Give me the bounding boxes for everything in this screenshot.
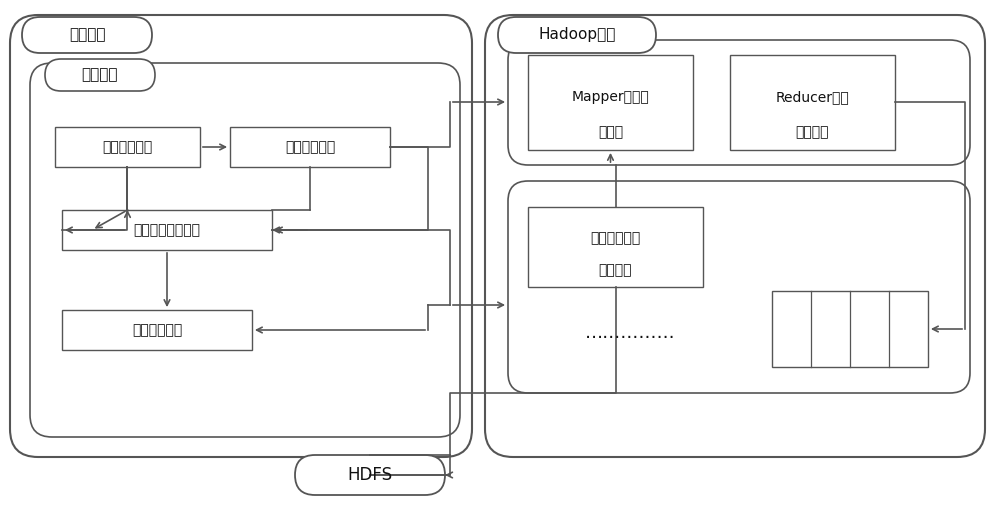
Text: HDFS: HDFS [347,466,393,484]
Text: 管理模块: 管理模块 [599,263,632,277]
FancyBboxPatch shape [22,17,152,53]
FancyBboxPatch shape [508,181,970,393]
Bar [62,210,272,250]
FancyBboxPatch shape [295,455,445,495]
Text: Hadoop系统: Hadoop系统 [538,27,616,42]
Text: 合并模块: 合并模块 [796,125,829,139]
Bar [55,127,200,167]
Text: 本地主机: 本地主机 [69,27,105,42]
Text: 视频作业队列: 视频作业队列 [590,231,641,245]
Text: Reducer视频: Reducer视频 [776,90,849,104]
Text: 码模块: 码模块 [598,125,623,139]
Bar [730,55,895,150]
Text: 信息管理模块: 信息管理模块 [132,323,182,337]
FancyBboxPatch shape [498,17,656,53]
FancyBboxPatch shape [485,15,985,457]
Text: 视频服务: 视频服务 [82,68,118,82]
Text: 视频分割模块: 视频分割模块 [102,140,153,154]
FancyBboxPatch shape [45,59,155,91]
Text: Mapper视频转: Mapper视频转 [572,90,649,104]
Bar [528,55,693,150]
Text: 视频传输模块: 视频传输模块 [285,140,335,154]
Bar [230,127,390,167]
FancyBboxPatch shape [508,40,970,165]
FancyBboxPatch shape [30,63,460,437]
Bar [772,291,928,367]
Text: 视频作业调度模块: 视频作业调度模块 [134,223,200,237]
Text: ……………: …………… [585,324,675,342]
Bar [528,207,703,287]
Bar [62,310,252,350]
FancyBboxPatch shape [10,15,472,457]
